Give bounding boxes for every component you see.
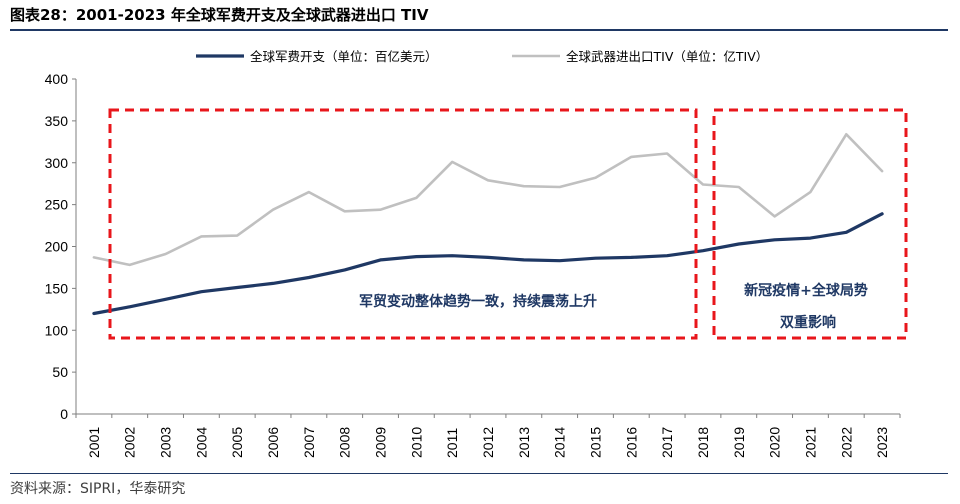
trend-annotation-text: 军贸变动整体趋势一致，持续震荡上升 [359, 293, 597, 310]
y-tick-label: 250 [45, 197, 69, 213]
x-axis-ticks: 2001 2002 2003 2004 2005 2006 2007 2008 2009 2010… [75, 414, 901, 458]
covid-annotation-text-2: 双重影响 [780, 314, 836, 331]
x-tick-label: 2016 [623, 427, 639, 458]
arms-tiv-line [92, 133, 884, 267]
legend-label-military: 全球军费开支（单位：百亿美元） [250, 49, 438, 64]
title-divider [10, 29, 948, 31]
source-note: 资料来源：SIPRI，华泰研究 [10, 481, 186, 497]
x-tick-label: 2017 [659, 427, 675, 458]
x-tick-label: 2012 [480, 427, 496, 458]
legend-label-tiv: 全球武器进出口TIV（单位：亿TIV） [566, 49, 768, 64]
x-tick-label: 2006 [265, 427, 281, 458]
covid-annotation-text-1: 新冠疫情+全球局势 [744, 282, 868, 299]
x-tick-label: 2022 [838, 427, 854, 458]
x-tick-label: 2023 [874, 427, 890, 458]
y-tick-label: 50 [52, 364, 68, 380]
y-tick-label: 300 [45, 155, 69, 171]
y-tick-label: 150 [45, 280, 69, 296]
y-tick-label: 0 [60, 406, 68, 422]
y-tick-label: 100 [45, 322, 69, 338]
x-tick-label: 2007 [301, 427, 317, 458]
military-spending-line [92, 212, 884, 316]
x-tick-label: 2004 [193, 427, 209, 458]
x-tick-label: 2018 [695, 427, 711, 458]
x-tick-label: 2009 [373, 427, 389, 458]
series-lines [92, 133, 884, 316]
x-tick-label: 2001 [86, 427, 102, 458]
x-tick-label: 2005 [229, 427, 245, 458]
covid-annotation-box [712, 108, 908, 340]
y-tick-label: 350 [45, 113, 69, 129]
x-tick-label: 2008 [337, 427, 353, 458]
x-tick-label: 2013 [516, 427, 532, 458]
x-tick-label: 2010 [408, 427, 424, 458]
x-tick-label: 2014 [552, 427, 568, 458]
trend-annotation-box [108, 108, 698, 340]
legend: 全球军费开支（单位：百亿美元） 全球武器进出口TIV（单位：亿TIV） [196, 49, 768, 64]
y-tick-label: 200 [45, 239, 69, 255]
y-axis-ticks: 0 50 100 150 200 250 300 350 400 [45, 71, 76, 422]
x-tick-label: 2002 [122, 427, 138, 458]
x-tick-label: 2019 [731, 427, 747, 458]
y-tick-label: 400 [45, 71, 69, 87]
source-divider [10, 473, 948, 474]
x-tick-label: 2003 [158, 427, 174, 458]
x-tick-label: 2020 [767, 427, 783, 458]
chart-title: 图表28：2001-2023 年全球军费开支及全球武器进出口 TIV [10, 6, 429, 24]
x-tick-label: 2021 [802, 427, 818, 458]
axes [75, 79, 900, 415]
x-tick-label: 2015 [587, 427, 603, 458]
x-tick-label: 2011 [444, 428, 460, 458]
